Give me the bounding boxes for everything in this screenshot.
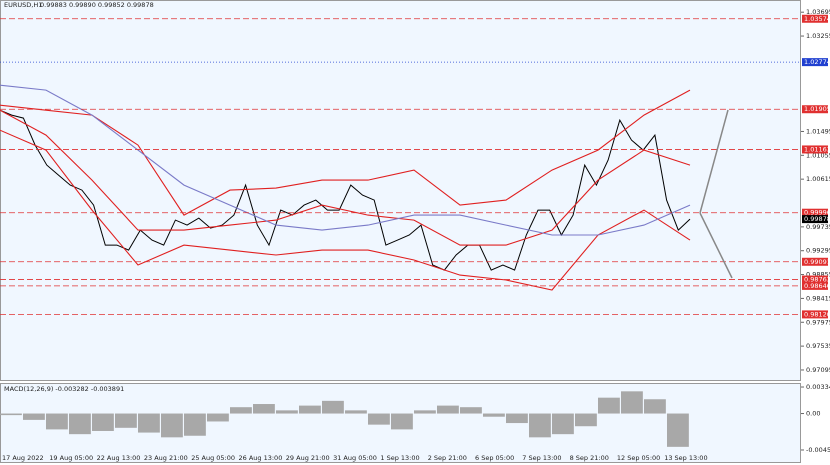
y-tick-label: 0.98855 [806, 271, 830, 279]
x-tick-label: 2 Sep 21:00 [428, 454, 467, 462]
macd-bar [276, 410, 298, 414]
indicator-line [0, 129, 691, 291]
y-tick-label: 0.00 [806, 410, 820, 418]
level-tag [802, 14, 828, 23]
macd-bar [437, 405, 459, 414]
macd-bar [46, 413, 68, 430]
y-tick-label: 1.01495 [806, 127, 830, 135]
x-tick-label: 12 Sep 05:00 [617, 454, 660, 462]
level-label: 0.98646 [804, 282, 830, 290]
layer: 1.03695 1.03255 1.01495 1.01055 1.00615 0.997… [0, 8, 830, 462]
x-tick-label: 6 Sep 05:00 [475, 454, 514, 462]
level-label: 1.03574 [804, 15, 830, 23]
macd-bar [207, 413, 229, 422]
quote: 0.99883 0.99890 0.99852 0.99878 [40, 1, 154, 9]
y-tick-label: 1.03255 [806, 32, 830, 40]
macd-bar [115, 413, 137, 428]
indicator-line [0, 89, 691, 216]
price-line [0, 109, 691, 271]
macd-bar [322, 400, 344, 414]
y-tick-label: 0.97095 [806, 366, 830, 374]
macd-bar [483, 413, 505, 417]
level-label: 1.01163 [804, 145, 830, 153]
x-tick-label: 17 Aug 2022 [2, 454, 44, 462]
level-label: 0.98763 [804, 276, 830, 284]
y-tick-label: 0.99735 [806, 223, 830, 231]
level-label: 0.99878 [804, 215, 830, 223]
projection-down [699, 212, 733, 279]
macd-bar [552, 413, 574, 435]
level-label: 0.98120 [804, 310, 830, 318]
y-tick-label: 0.98415 [806, 294, 830, 302]
level-tag [802, 281, 828, 290]
macd-bar [529, 413, 551, 438]
macd-bar [184, 413, 206, 436]
macd-bar [23, 413, 45, 420]
macd-bar [138, 413, 160, 433]
macd-bar [0, 413, 22, 416]
macd-bar [345, 410, 367, 414]
macd-bar [230, 407, 252, 414]
x-tick-label: 29 Aug 21:00 [286, 454, 330, 462]
symbol-title: EURUSD,H1 [4, 1, 42, 9]
x-tick-label: 25 Aug 05:00 [191, 454, 235, 462]
y-tick-label: 1.01055 [806, 151, 830, 159]
macd-bar [575, 413, 597, 427]
x-tick-label: 22 Aug 13:00 [97, 454, 141, 462]
x-tick-label: 31 Aug 05:00 [333, 454, 377, 462]
x-tick-label: 8 Sep 21:00 [570, 454, 609, 462]
macd-bar [598, 397, 620, 414]
x-tick-label: 7 Sep 13:00 [522, 454, 561, 462]
y-tick-label: 0.97535 [806, 342, 830, 350]
macd-bar [92, 413, 114, 431]
x-tick-label: 1 Sep 13:00 [380, 454, 419, 462]
level-tag [802, 145, 828, 154]
y-tick-label: 0.003343 [806, 383, 830, 391]
y-tick-label: 0.99295 [806, 247, 830, 255]
level-tag [802, 105, 828, 114]
level-label: 0.99996 [804, 209, 830, 217]
y-tick-label: -0.004595 [806, 446, 830, 454]
level-tag [802, 257, 828, 266]
level-tag [802, 208, 828, 217]
macd-bar [667, 413, 689, 447]
level-tag [802, 310, 828, 319]
macd-bar [391, 413, 413, 430]
level-tag [802, 215, 828, 224]
x-tick-label: 13 Sep 13:00 [664, 454, 707, 462]
level-tag [802, 58, 828, 67]
macd-title: MACD(12,26,9) -0.003282 -0.003891 [4, 385, 124, 393]
level-label: 0.99091 [804, 258, 830, 266]
macd-bar [368, 413, 390, 425]
indicator-line [0, 84, 691, 236]
macd-bar [621, 391, 643, 414]
level-label: 1.02774 [804, 58, 830, 66]
macd-bar [299, 405, 321, 414]
x-tick-label: 23 Aug 21:00 [144, 454, 188, 462]
macd-bar [161, 413, 183, 438]
price-panel [0, 0, 801, 381]
macd-bar [460, 407, 482, 414]
x-tick-label: 26 Aug 13:00 [239, 454, 283, 462]
macd-bar [253, 404, 275, 414]
level-label: 1.01905 [804, 105, 830, 113]
macd-bar [69, 413, 91, 435]
projection-up [699, 109, 729, 214]
y-tick-label: 1.00615 [806, 175, 830, 183]
level-tag [802, 275, 828, 284]
x-tick-label: 19 Aug 05:00 [49, 454, 93, 462]
indicator-line [0, 109, 691, 246]
macd-bar [644, 399, 666, 414]
y-tick-label: 1.03695 [806, 8, 830, 16]
y-tick-label: 0.97975 [806, 318, 830, 326]
macd-bar [414, 410, 436, 414]
macd-bar [506, 413, 528, 424]
